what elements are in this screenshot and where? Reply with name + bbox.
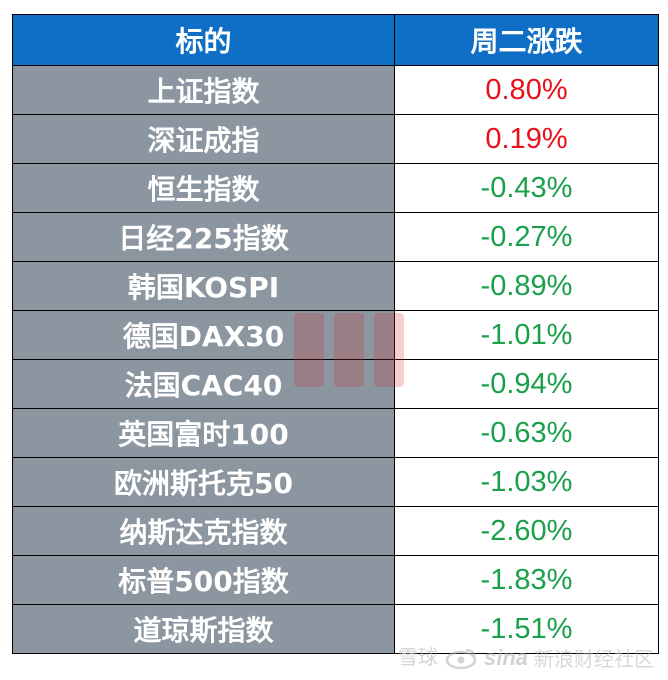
table-row: 纳斯达克指数 -2.60% — [12, 506, 659, 556]
index-name-cell: 德国DAX30 — [12, 310, 395, 360]
table-row: 标普500指数 -1.83% — [12, 555, 659, 605]
index-change-cell: 0.19% — [394, 114, 659, 164]
index-change-cell: -0.43% — [394, 163, 659, 213]
table-row: 道琼斯指数 -1.51% — [12, 604, 659, 654]
table-row: 英国富时100 -0.63% — [12, 408, 659, 458]
table-row: 恒生指数 -0.43% — [12, 163, 659, 213]
index-name-cell: 日经225指数 — [12, 212, 395, 262]
index-name-cell: 标普500指数 — [12, 555, 395, 605]
index-name-cell: 纳斯达克指数 — [12, 506, 395, 556]
index-change-cell: -0.94% — [394, 359, 659, 409]
index-change-cell: -0.63% — [394, 408, 659, 458]
index-change-cell: -2.60% — [394, 506, 659, 556]
index-change-cell: -1.51% — [394, 604, 659, 654]
index-change-cell: -1.01% — [394, 310, 659, 360]
header-name: 标的 — [12, 14, 395, 66]
table-row: 德国DAX30 -1.01% — [12, 310, 659, 360]
index-change-cell: -1.03% — [394, 457, 659, 507]
index-name-cell: 恒生指数 — [12, 163, 395, 213]
index-name-cell: 深证成指 — [12, 114, 395, 164]
table-row: 韩国KOSPI -0.89% — [12, 261, 659, 311]
table-row: 日经225指数 -0.27% — [12, 212, 659, 262]
table-row: 上证指数 0.80% — [12, 65, 659, 115]
index-name-cell: 道琼斯指数 — [12, 604, 395, 654]
index-change-cell: 0.80% — [394, 65, 659, 115]
index-name-cell: 韩国KOSPI — [12, 261, 395, 311]
table-row: 深证成指 0.19% — [12, 114, 659, 164]
table-row: 欧洲斯托克50 -1.03% — [12, 457, 659, 507]
index-change-cell: -0.27% — [394, 212, 659, 262]
table-row: 法国CAC40 -0.94% — [12, 359, 659, 409]
index-change-cell: -1.83% — [394, 555, 659, 605]
index-name-cell: 欧洲斯托克50 — [12, 457, 395, 507]
header-row: 标的 周二涨跌 — [12, 14, 659, 66]
header-change: 周二涨跌 — [394, 14, 659, 66]
index-change-cell: -0.89% — [394, 261, 659, 311]
market-change-table: 标的 周二涨跌 上证指数 0.80% 深证成指 0.19% 恒生指数 -0.43% 日经22… — [12, 14, 659, 654]
index-name-cell: 法国CAC40 — [12, 359, 395, 409]
index-name-cell: 上证指数 — [12, 65, 395, 115]
index-name-cell: 英国富时100 — [12, 408, 395, 458]
